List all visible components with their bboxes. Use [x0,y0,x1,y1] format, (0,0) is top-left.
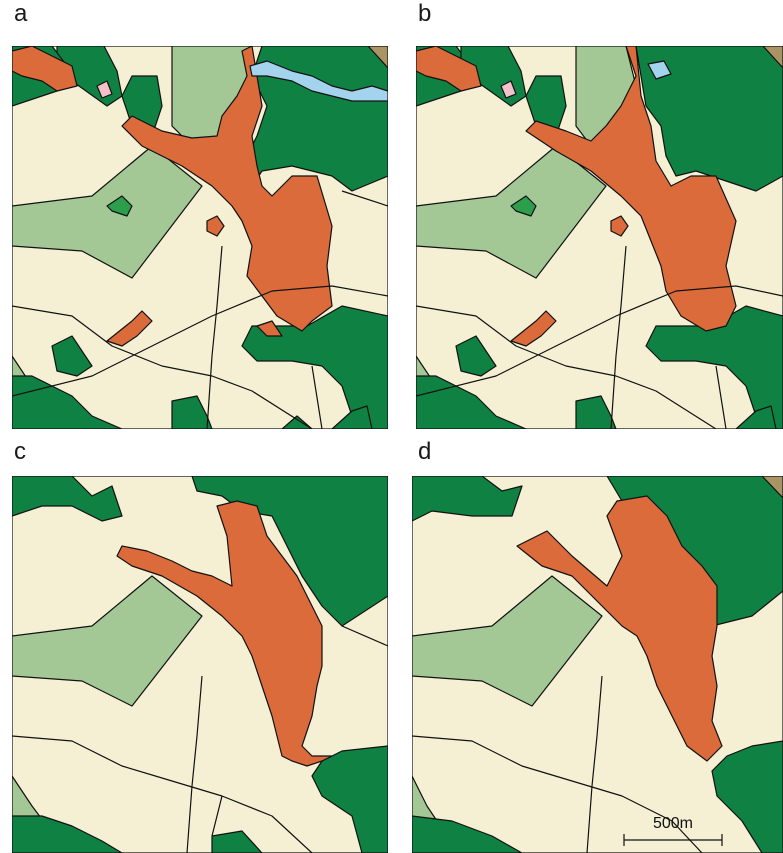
forest-area [12,815,123,853]
field-boundary [412,735,703,853]
urban-area [256,320,283,337]
brown-patch [367,46,388,69]
field-boundary [12,285,388,397]
brown-patch [761,476,783,499]
water-body [249,60,388,102]
urban-area [610,215,629,237]
forest-area [281,415,313,429]
urban-area [106,310,153,347]
forest-area [241,46,388,192]
grassland-area [12,575,203,707]
field-boundary [186,675,203,853]
scale-bar-label: 500m [653,815,693,832]
urban-area [525,46,737,332]
field-boundary [586,675,603,853]
field-boundary [416,285,783,397]
field-boundary [12,735,313,853]
field-boundary [311,365,323,429]
field-boundary [610,245,627,429]
map-panel-c [12,476,388,853]
urban-area [510,310,557,347]
forest-area [51,335,93,377]
grassland-area [412,575,603,707]
forest-area [412,815,523,853]
field-boundary [416,305,717,429]
forest-area [191,476,388,627]
map-panel-d: 500m [412,476,783,853]
urban-area [206,215,225,237]
field-boundary [211,795,223,837]
forest-area [735,405,777,429]
forest-area [171,395,213,429]
field-boundary [341,190,388,207]
bright-green-patch [510,195,537,217]
urban-area [116,500,333,767]
grassland-area [12,145,203,279]
urban-area [121,46,333,332]
map-panel-b [416,46,783,429]
forest-area [12,476,123,522]
field-boundary [12,305,313,429]
urban-area [12,46,78,92]
urban-area [516,495,723,762]
forest-area [635,46,783,192]
field-boundary [206,245,223,429]
pink-patch [96,80,113,99]
panel-label-d: d [418,438,432,465]
forest-area [211,830,263,853]
forest-area [711,740,783,853]
panel-label-a: a [14,0,28,27]
water-body [647,60,672,80]
grassland-area [416,145,607,279]
forest-area [311,745,388,853]
forest-area [331,405,373,429]
field-boundary [341,625,388,647]
forest-area [575,395,617,429]
forest-area [455,335,497,377]
panel-label-c: c [14,438,26,465]
bright-green-patch [106,195,133,217]
map-panel-a [12,46,388,429]
forest-area [412,476,523,522]
urban-area [416,46,482,92]
panel-label-b: b [418,0,432,27]
brown-patch [762,46,783,69]
pink-patch [500,80,517,99]
field-boundary [715,365,727,429]
scale-bar [623,834,723,846]
